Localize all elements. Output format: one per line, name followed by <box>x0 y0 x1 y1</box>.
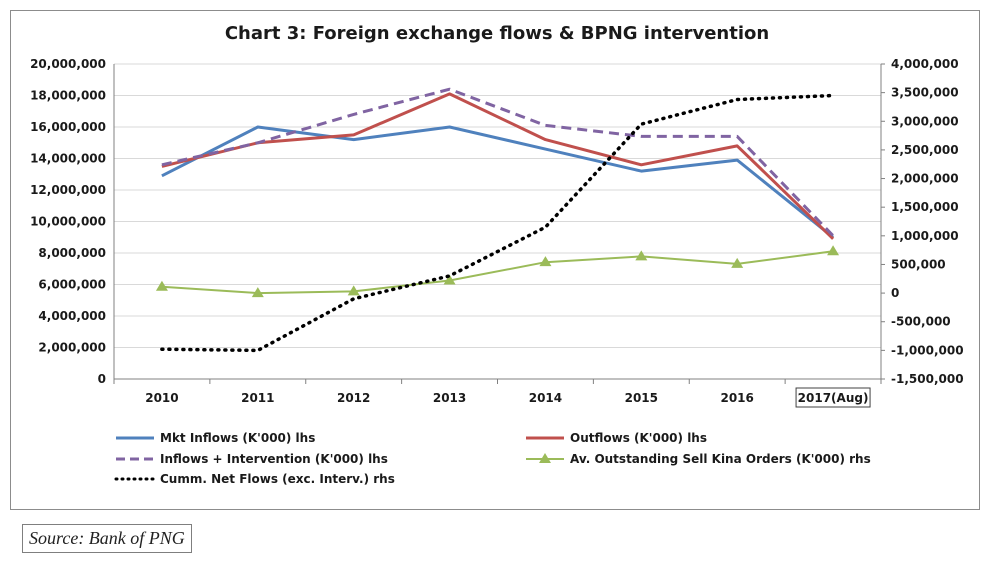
x-tick-label: 2016 <box>720 391 753 405</box>
series-marker <box>155 280 168 291</box>
x-tick-label: 2014 <box>529 391 562 405</box>
left-tick-label: 12,000,000 <box>30 183 106 197</box>
x-tick-label: 2013 <box>433 391 466 405</box>
right-tick-label: 1,000,000 <box>891 229 959 243</box>
x-tick-label: 2011 <box>241 391 274 405</box>
right-tick-label: -1,500,000 <box>891 372 964 386</box>
right-tick-label: -500,000 <box>891 315 951 329</box>
legend-item-3: Av. Outstanding Sell Kina Orders (K'000)… <box>526 452 871 466</box>
right-tick-label: 3,500,000 <box>891 86 959 100</box>
gridlines <box>114 63 881 380</box>
legend-label: Outflows (K'000) lhs <box>570 431 707 445</box>
source-note: Source: Bank of PNG <box>22 524 192 553</box>
legend-marker <box>539 453 551 463</box>
left-tick-label: 14,000,000 <box>30 152 106 166</box>
right-tick-label: 1,500,000 <box>891 200 959 214</box>
x-tick-label: 2012 <box>337 391 370 405</box>
series-line-1 <box>161 92 835 240</box>
legend-label: Inflows + Intervention (K'000) lhs <box>160 452 388 466</box>
series-marker <box>635 250 648 261</box>
series-lines <box>155 87 840 353</box>
x-label-box <box>795 387 871 408</box>
x-tick-label: 2015 <box>625 391 658 405</box>
right-tick-label: 500,000 <box>891 257 946 271</box>
legend-item-2: Inflows + Intervention (K'000) lhs <box>116 452 388 466</box>
series-line-0 <box>161 125 835 239</box>
left-tick-label: 0 <box>98 372 106 386</box>
left-tick-label: 18,000,000 <box>30 89 106 103</box>
right-tick-label: 4,000,000 <box>891 57 959 71</box>
legend-item-0: Mkt Inflows (K'000) lhs <box>116 431 315 445</box>
left-tick-label: 16,000,000 <box>30 120 106 134</box>
legend: Mkt Inflows (K'000) lhs Outflows (K'000) … <box>114 431 871 486</box>
series-marker <box>347 285 360 296</box>
chart: Chart 3: Foreign exchange flows & BPNG i… <box>30 23 964 486</box>
left-tick-label: 2,000,000 <box>38 341 106 355</box>
left-tick-label: 8,000,000 <box>38 246 106 260</box>
right-tick-label: 2,500,000 <box>891 143 959 157</box>
left-tick-label: 6,000,000 <box>38 278 106 292</box>
legend-item-4: Cumm. Net Flows (exc. Interv.) rhs <box>114 472 395 486</box>
series-marker <box>539 256 552 267</box>
left-tick-label: 4,000,000 <box>38 309 106 323</box>
right-tick-label: 3,000,000 <box>891 114 959 128</box>
chart-frame: Chart 3: Foreign exchange flows & BPNG i… <box>10 10 980 510</box>
series-marker <box>251 287 264 298</box>
x-tick-label: 2010 <box>145 391 178 405</box>
right-tick-label: -1,000,000 <box>891 343 964 357</box>
left-tick-label: 10,000,000 <box>30 215 106 229</box>
legend-item-1: Outflows (K'000) lhs <box>526 431 707 445</box>
chart-title: Chart 3: Foreign exchange flows & BPNG i… <box>225 23 769 44</box>
right-tick-label: 0 <box>891 286 899 300</box>
legend-label: Cumm. Net Flows (exc. Interv.) rhs <box>160 472 395 486</box>
right-tick-label: 2,000,000 <box>891 172 959 186</box>
series-marker <box>827 245 840 256</box>
legend-label: Mkt Inflows (K'000) lhs <box>160 431 315 445</box>
left-tick-label: 20,000,000 <box>30 57 106 71</box>
axes: 0 2,000,000 4,000,000 6,000,000 8,000,000 10,… <box>30 57 964 408</box>
series-marker <box>731 257 744 268</box>
series-line-4 <box>160 93 835 353</box>
series-marker <box>443 274 456 285</box>
series-line-3 <box>161 250 834 295</box>
legend-label: Av. Outstanding Sell Kina Orders (K'000)… <box>570 452 871 466</box>
x-tick-label: 2017(Aug) <box>798 391 869 405</box>
series-line-2 <box>161 87 835 237</box>
